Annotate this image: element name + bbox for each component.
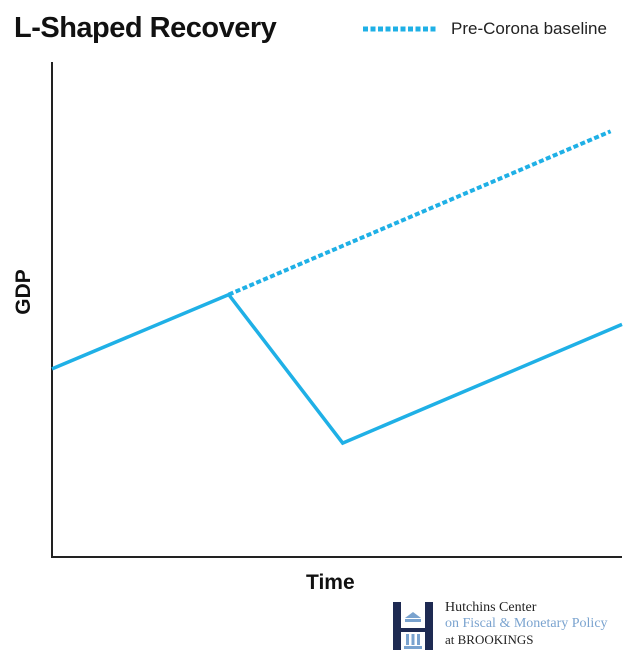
legend-label: Pre-Corona baseline [451,19,607,38]
hutchins-center-logo: Hutchins Center on Fiscal & Monetary Pol… [393,600,633,656]
legend-swatch-dotted-line [363,26,437,32]
hutchins-h-icon [393,602,433,650]
logo-brookings: BROOKINGS [457,632,534,647]
x-axis-label: Time [306,571,355,594]
logo-text: Hutchins Center on Fiscal & Monetary Pol… [445,600,608,648]
logo-line-hutchins-center: Hutchins Center [445,600,537,615]
series-line-gdp [51,292,623,446]
logo-line-brookings: at BROOKINGS [445,632,608,648]
chart-title: L-Shaped Recovery [14,12,277,44]
legend: Pre-Corona baseline [363,16,607,42]
logo-at: at [445,632,455,647]
y-axis-label: GDP [12,269,35,315]
series-line-pre-corona-baseline [227,129,612,297]
logo-line-fiscal-monetary-policy: on Fiscal & Monetary Policy [445,616,608,631]
series-layer [51,129,623,446]
